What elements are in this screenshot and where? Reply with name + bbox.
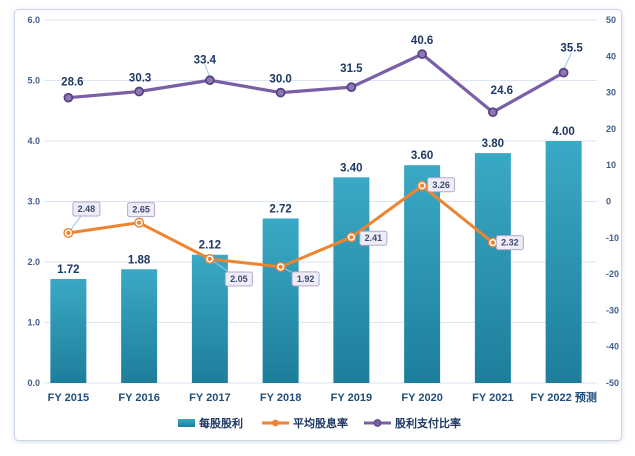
payout-point-marker — [134, 86, 144, 97]
payout-point-marker — [63, 92, 74, 103]
bar-value-label: 4.00 — [552, 126, 574, 138]
yield-label-box — [359, 230, 388, 246]
right-axis-tick-label: 0 — [606, 197, 611, 207]
left-axis-tick-label: 5.0 — [27, 76, 40, 86]
bar-value-label: 3.80 — [482, 138, 504, 150]
x-axis-label: FY 2018 — [260, 392, 301, 404]
left-axis-tick-label: 4.0 — [27, 136, 40, 146]
legend-label-payout-ratio: 股利支付比率 — [395, 416, 461, 430]
legend: 每股股利 平均股息率 股利支付比率 — [178, 416, 461, 430]
payout-point-marker — [346, 82, 357, 93]
bar — [545, 141, 582, 383]
yield-value-label: 2.32 — [501, 238, 519, 248]
yield-value-label: 3.26 — [432, 180, 450, 190]
bar — [121, 269, 158, 383]
yield-point-marker-core — [66, 230, 71, 236]
left-axis-tick-label: 0.0 — [27, 378, 40, 388]
payout-value-label: 40.6 — [411, 35, 433, 47]
yield-point-marker-core — [420, 183, 425, 188]
yield-label-box — [224, 271, 253, 287]
right-axis-tick-label: -50 — [606, 378, 619, 388]
chart-frame — [14, 9, 622, 441]
payout-point-marker — [488, 107, 498, 118]
legend-label-avg-dividend-yield: 平均股息率 — [293, 416, 348, 430]
payout-value-label: 33.4 — [194, 54, 217, 66]
label-leader-line — [563, 52, 573, 70]
bar — [333, 177, 370, 383]
bar-series-dividend-per-share: 1.72 1.88 2.12 2.72 3.40 3.60 3.80 4.00 — [50, 126, 582, 383]
bar-value-label: 2.72 — [269, 203, 291, 215]
bar-value-label: 3.60 — [411, 150, 433, 162]
right-axis-tick-label: -40 — [606, 342, 619, 352]
payout-point-marker — [275, 87, 286, 98]
bar-value-label: 2.12 — [199, 240, 221, 252]
payout-point-marker — [417, 49, 427, 59]
legend-yield-marker — [272, 419, 279, 427]
legend-payout-marker — [373, 419, 382, 427]
yield-point-marker-core — [278, 264, 283, 269]
right-axis-tick-label: 30 — [606, 88, 616, 98]
x-axis-label: FY 2019 — [331, 392, 372, 404]
x-axis-label: FY 2016 — [118, 392, 159, 404]
payout-value-label: 24.6 — [491, 85, 513, 97]
label-leader-line — [204, 64, 211, 78]
left-axis-tick-label: 2.0 — [27, 257, 40, 267]
x-axis-label: FY 2017 — [189, 392, 230, 404]
bar — [474, 153, 511, 383]
yield-label-box — [427, 177, 456, 193]
payout-value-label: 30.3 — [129, 73, 151, 85]
right-axis-tick-label: 50 — [606, 15, 616, 25]
right-axis-tick-label: -20 — [606, 269, 619, 279]
payout-point-marker — [205, 75, 215, 86]
payout-value-label: 28.6 — [61, 77, 83, 89]
bar — [50, 278, 87, 383]
x-axis-label: FY 2020 — [401, 392, 442, 404]
right-axis-tick-label: -10 — [606, 233, 619, 243]
left-axis-tick-label: 1.0 — [27, 318, 40, 328]
yield-point-marker-core — [137, 220, 142, 225]
payout-value-label: 35.5 — [560, 43, 583, 55]
payout-value-label: 31.5 — [340, 63, 363, 75]
right-axis-tick-label: -30 — [606, 305, 619, 315]
payout-ratio-line-series: 28.6 30.3 33.4 30.0 31.5 40.6 24.6 35.5 — [61, 35, 583, 118]
right-axis-tick-label: 20 — [606, 124, 616, 134]
yield-label-box — [495, 235, 524, 251]
yield-value-label: 2.05 — [230, 274, 248, 284]
bar — [262, 218, 299, 383]
bar — [191, 254, 228, 383]
legend-bar-swatch — [178, 419, 195, 427]
left-axis-tick-label: 6.0 — [27, 15, 40, 25]
yield-point-marker-core — [349, 235, 354, 240]
bar-value-label: 3.40 — [340, 162, 362, 174]
yield-value-label: 2.48 — [78, 204, 96, 214]
bar — [404, 165, 441, 383]
bar-value-label: 1.88 — [128, 254, 151, 266]
yield-label-box — [72, 201, 101, 217]
yield-value-label: 1.92 — [297, 274, 315, 284]
payout-ratio-line — [66, 52, 566, 114]
x-axis-label: FY 2022 预测 — [530, 390, 596, 404]
yield-point-marker-core — [207, 256, 212, 262]
payout-value-label: 30.0 — [269, 74, 291, 86]
x-axis-label: FY 2015 — [48, 392, 89, 404]
legend-label-dividend-per-share: 每股股利 — [199, 416, 243, 430]
left-axis-tick-label: 3.0 — [27, 197, 40, 207]
yield-value-label: 2.65 — [132, 205, 150, 215]
avg-dividend-yield-line-series: 2.48 2.65 2.05 1.92 2.41 3.26 2.32 — [63, 177, 524, 287]
payout-point-marker — [558, 67, 569, 78]
yield-value-label: 2.41 — [365, 233, 383, 243]
x-axis-label: FY 2021 — [472, 392, 513, 404]
yield-label-box — [127, 202, 156, 218]
yield-label-box — [291, 271, 320, 287]
right-axis-tick-label: 40 — [606, 51, 616, 61]
right-axis-tick-label: 10 — [606, 160, 616, 170]
bar-value-label: 1.72 — [57, 264, 79, 276]
yield-point-marker-core — [490, 240, 495, 245]
